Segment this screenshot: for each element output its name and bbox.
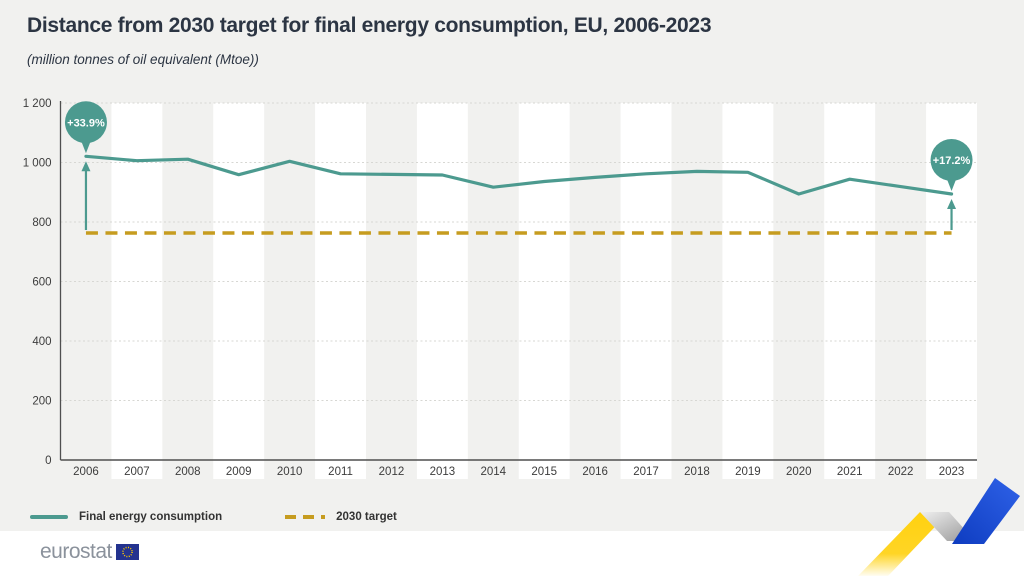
year-band: [213, 103, 265, 479]
x-tick-label: 2021: [837, 466, 863, 478]
x-tick-label: 2020: [786, 466, 812, 478]
legend-label: Final energy consumption: [79, 511, 223, 523]
x-tick-label: 2012: [379, 466, 405, 478]
y-tick-label: 800: [32, 217, 51, 229]
year-band: [518, 103, 570, 479]
x-tick-label: 2011: [328, 466, 353, 478]
series-line-final-energy-consumption: [84, 154, 954, 196]
y-tick-label: 1 000: [23, 158, 52, 170]
year-band: [824, 103, 876, 479]
x-tick-label: 2019: [735, 466, 761, 478]
dashed-line-swatch-icon: [285, 515, 326, 519]
eurostat-logo-text: eurostat: [40, 540, 112, 563]
annotation-bubble-label: +33.9%: [67, 117, 105, 129]
annotation-bubble-label: +17.2%: [933, 155, 971, 167]
annotation-bubble: [64, 101, 107, 144]
ribbon-yellow-band: [858, 512, 949, 576]
year-band: [722, 103, 774, 479]
x-tick-label: 2015: [531, 466, 557, 478]
annotation-bubble: [930, 139, 973, 182]
arrow-head-up-icon: [81, 161, 91, 172]
y-tick-label: 600: [32, 277, 51, 289]
y-tick-label: 400: [32, 336, 51, 348]
legend-label: 2030 target: [336, 511, 397, 523]
x-tick-label: 2022: [888, 466, 914, 478]
x-tick-label: 2018: [684, 466, 710, 478]
ribbon-blue-band: [952, 478, 1020, 544]
year-band: [620, 103, 672, 479]
legend-item-final-energy-consumption: Final energy consumption: [30, 511, 222, 523]
x-tick-label: 2023: [939, 466, 965, 478]
x-tick-label: 2014: [480, 466, 506, 478]
x-tick-label: 2009: [226, 466, 252, 478]
x-tick-label: 2007: [124, 466, 150, 478]
legend-item-2030-target: 2030 target: [285, 511, 397, 523]
legend: Final energy consumption 2030 target: [30, 507, 397, 527]
footer-strip: [0, 531, 1024, 576]
y-tick-label: 0: [45, 455, 51, 467]
chart-title: Distance from 2030 target for final ener…: [27, 14, 712, 37]
y-tick-label: 1 200: [23, 98, 52, 110]
arrow-head-up-icon: [947, 199, 957, 210]
x-tick-label: 2016: [582, 466, 608, 478]
year-band: [111, 103, 163, 479]
x-tick-label: 2006: [73, 466, 99, 478]
year-band: [416, 103, 468, 479]
x-tick-label: 2008: [175, 466, 201, 478]
chart-subtitle: (million tonnes of oil equivalent (Mtoe)…: [27, 52, 259, 67]
eurostat-logo: eurostat: [40, 540, 139, 564]
y-tick-label: 200: [32, 396, 51, 408]
x-tick-label: 2010: [277, 466, 303, 478]
x-tick-label: 2017: [633, 466, 659, 478]
corner-ribbon-decoration: [858, 478, 1020, 576]
plot-area: 0 200 400 600 800 1 000 1 200 2006 2007 2008 2009 2…: [23, 98, 977, 479]
x-tick-label: 2013: [430, 466, 456, 478]
solid-line-swatch-icon: [30, 515, 68, 519]
year-band: [315, 103, 366, 479]
eu-flag-icon: [115, 544, 139, 560]
